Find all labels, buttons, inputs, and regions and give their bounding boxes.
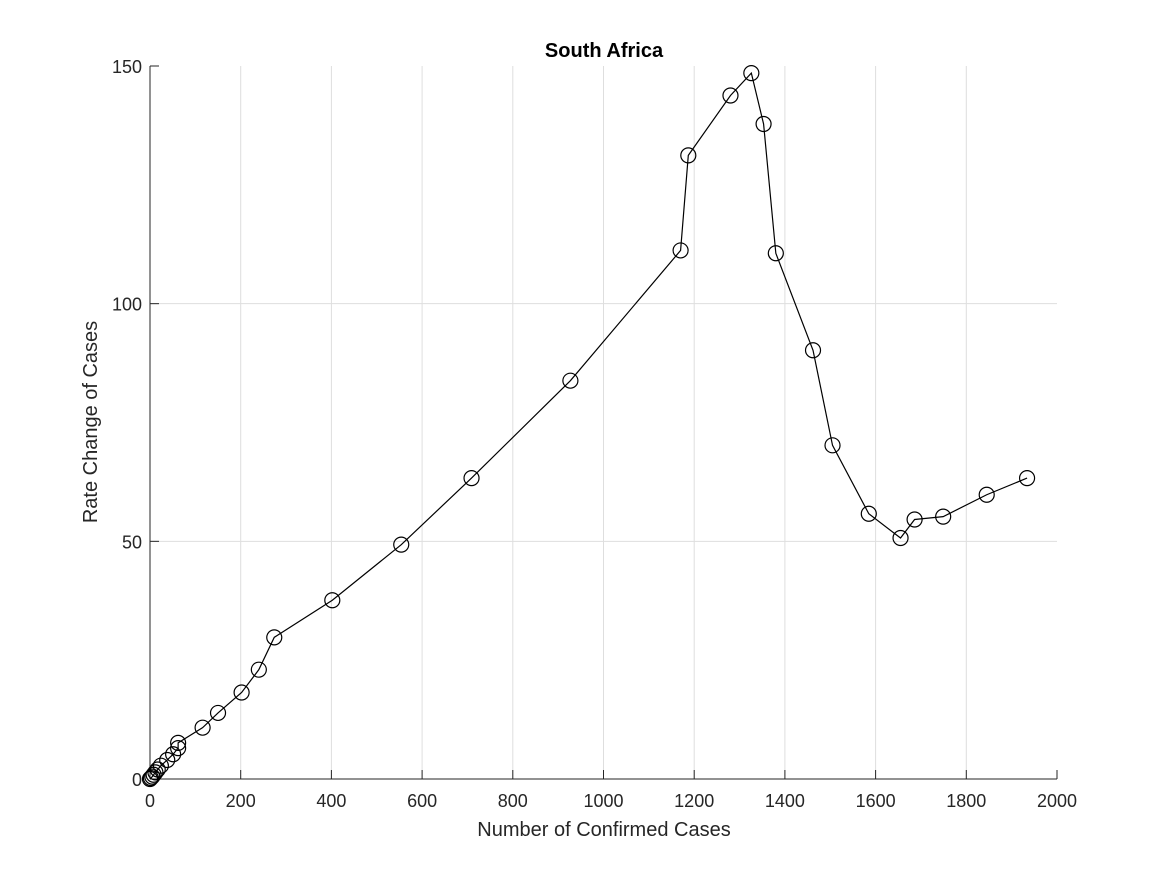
y-tick-label: 50 (122, 532, 142, 552)
data-point (266, 629, 283, 646)
data-point (233, 684, 250, 701)
data-point (142, 769, 160, 787)
y-axis-label: Rate Change of Cases (80, 321, 102, 523)
data-point (680, 147, 697, 164)
data-point (1018, 470, 1036, 487)
x-tick-label: 400 (316, 791, 346, 811)
data-point (978, 486, 995, 503)
x-tick-label: 1800 (946, 791, 986, 811)
data-point (324, 592, 341, 609)
data-point (722, 87, 739, 104)
x-axis-label: Number of Confirmed Cases (477, 819, 730, 841)
x-tick-label: 0 (145, 791, 155, 811)
x-tick-label: 1600 (856, 791, 896, 811)
axes: 0 200 400 600 800 1000 1200 1400 1600 1800 2000 0 50… (112, 57, 1077, 811)
data-point (562, 372, 579, 389)
data-point (935, 508, 952, 525)
data-point (767, 245, 784, 262)
data-point (194, 719, 211, 736)
data-point (165, 746, 182, 763)
data-point (824, 437, 841, 454)
data-point (906, 511, 923, 528)
data-point (159, 751, 176, 769)
data-point (672, 242, 689, 259)
data-point (209, 704, 227, 722)
y-tick-label: 150 (112, 57, 142, 77)
data-point (393, 536, 410, 553)
y-tick-label: 100 (112, 295, 142, 315)
series (141, 65, 1036, 788)
data-point (860, 505, 877, 522)
x-tick-label: 1000 (583, 791, 623, 811)
x-tick-label: 1400 (765, 791, 805, 811)
series-line (149, 71, 1028, 780)
x-tick-label: 800 (498, 791, 528, 811)
data-point (170, 734, 187, 751)
data-point (743, 65, 760, 82)
x-tick-label: 200 (226, 791, 256, 811)
data-point (250, 661, 267, 678)
data-point (463, 470, 480, 487)
x-tick-label: 1200 (674, 791, 714, 811)
y-tick-label: 0 (132, 770, 142, 790)
data-point (149, 761, 166, 778)
data-point (892, 529, 909, 547)
chart-title: South Africa (545, 40, 664, 62)
data-point (755, 115, 772, 133)
x-tick-label: 600 (407, 791, 437, 811)
data-point (152, 757, 169, 774)
data-point (170, 740, 187, 757)
grid (150, 66, 1057, 779)
data-point (804, 342, 822, 359)
x-tick-label: 2000 (1037, 791, 1077, 811)
